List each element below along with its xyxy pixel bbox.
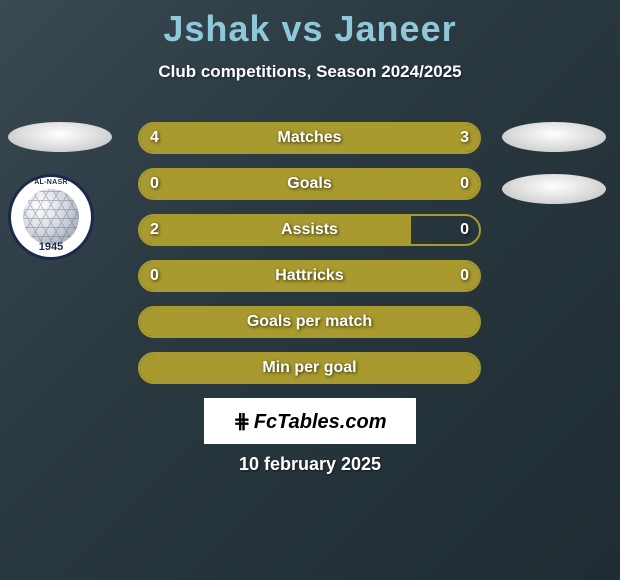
club-top-text: AL-NASR [11,179,91,186]
subtitle: Club competitions, Season 2024/2025 [0,62,620,82]
stat-label: Goals per match [140,313,479,331]
stat-row-goals-per-match: Goals per match [138,306,481,338]
stat-label: Hattricks [140,267,479,285]
stat-label: Min per goal [140,359,479,377]
stat-row-assists: 20Assists [138,214,481,246]
left-badges-column: AL-NASR 1945 [8,122,118,260]
page-title: Jshak vs Janeer [0,0,620,50]
brand-name: FcTables.com [254,411,387,433]
stat-row-min-per-goal: Min per goal [138,352,481,384]
brand-box: ⋕ FcTables.com [204,398,416,444]
stat-row-goals: 00Goals [138,168,481,200]
comparison-bars: 43Matches 00Goals 20Assists 00Hattricks Goal… [138,122,481,398]
stat-label: Goals [140,175,479,193]
right-team-ellipse-2 [502,174,606,204]
left-team-ellipse [8,122,112,152]
brand-hash-icon: ⋕ [234,411,249,433]
soccer-ball-icon [23,189,79,245]
brand-logo: ⋕ FcTables.com [234,409,387,434]
date-line: 10 february 2025 [0,454,620,475]
right-team-ellipse-1 [502,122,606,152]
stat-label: Matches [140,129,479,147]
left-club-badge: AL-NASR 1945 [8,174,94,260]
ball-hex-pattern [23,189,79,245]
right-badges-column [502,122,612,226]
stat-label: Assists [140,221,479,239]
club-year: 1945 [11,241,91,253]
stat-row-hattricks: 00Hattricks [138,260,481,292]
stat-row-matches: 43Matches [138,122,481,154]
